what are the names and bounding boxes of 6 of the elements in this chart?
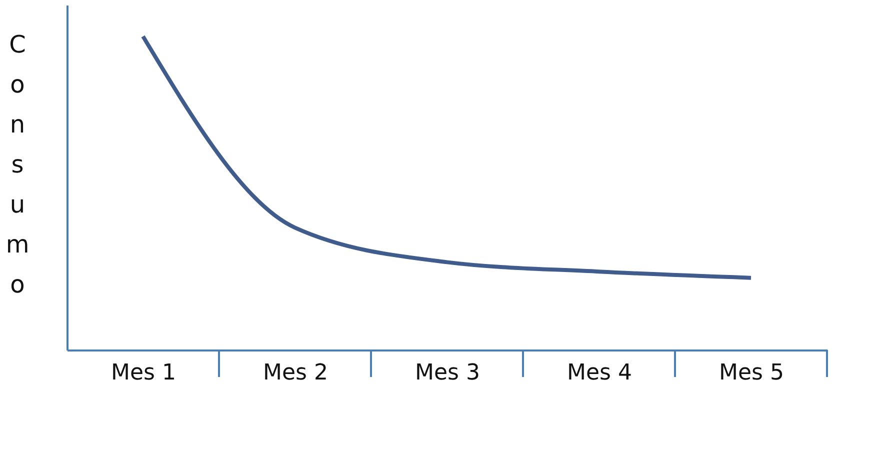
x-tick-label: Mes 2: [263, 360, 328, 386]
y-axis-title: Consumo: [6, 30, 30, 298]
x-tick-label: Mes 4: [567, 360, 632, 386]
x-tick-label: Mes 5: [719, 360, 784, 386]
x-tick-label: Mes 1: [111, 360, 176, 386]
x-tick-label: Mes 3: [415, 360, 480, 386]
